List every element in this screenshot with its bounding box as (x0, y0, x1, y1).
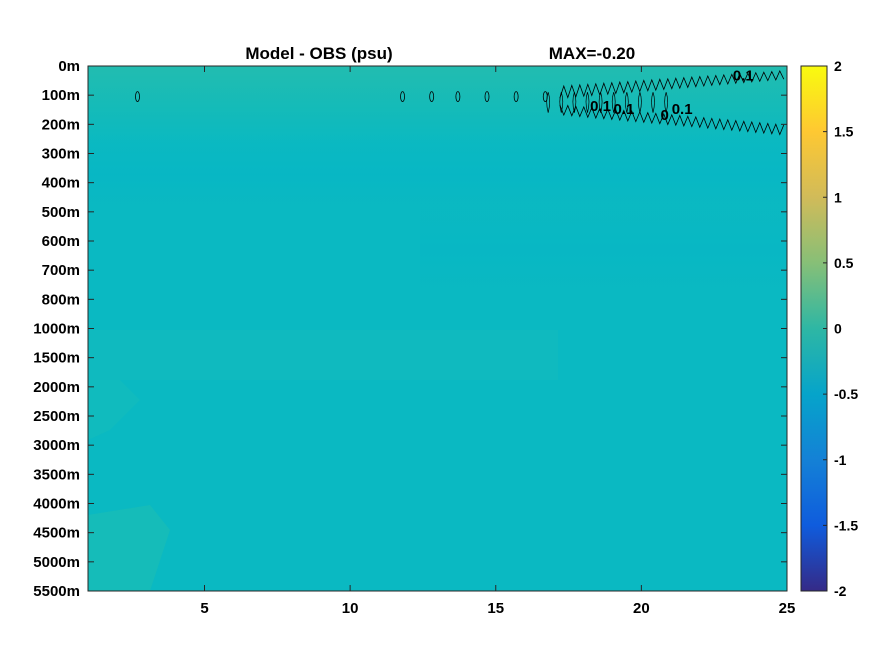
contour-lines (135, 70, 785, 136)
deep-left-patch (88, 380, 140, 440)
contour-label: 0.1 (613, 101, 634, 118)
contour-label: 0.1 (733, 68, 754, 85)
colorbar-tick-label: 0.5 (834, 255, 854, 271)
contour-squiggle (664, 92, 668, 113)
contour-label: 0.1 (672, 101, 693, 118)
contour-loop (135, 91, 140, 103)
contour-squiggle (572, 92, 577, 113)
colorbar-tick-label: 2 (834, 58, 842, 74)
contour-squiggle (585, 92, 590, 113)
contour-squiggle (651, 92, 655, 113)
colorbar-tick-label: -1.5 (834, 517, 858, 533)
contour-label: 0 (661, 107, 669, 124)
contour-loop (429, 91, 435, 103)
y-tick-label: 2000m (33, 379, 80, 396)
contour-line-upper (559, 70, 785, 99)
bottom-left-patch (88, 505, 170, 591)
contour-squiggle (624, 92, 629, 113)
middle-band (420, 190, 787, 310)
contour-squiggle (559, 92, 564, 113)
chart-title: Model - OBS (psu) (245, 44, 392, 63)
contour-loop (455, 91, 461, 103)
y-tick-label: 4000m (33, 496, 80, 513)
colorbar-tick-label: -2 (834, 583, 847, 599)
contour-squiggle (611, 92, 616, 113)
y-tick-label: 200m (42, 116, 80, 133)
x-tick-label: 15 (487, 600, 504, 617)
mid-depth-band (88, 330, 558, 380)
contour-label: 0.1 (590, 98, 611, 115)
y-tick-label: 0m (58, 58, 80, 75)
contour-line-lower (559, 104, 785, 136)
contour-loop (513, 91, 519, 103)
y-tick-label: 2500m (33, 408, 80, 425)
colorbar-ticks: 2 1.5 1 0.5 0 -0.5 -1 -1.5 -2 (823, 58, 858, 599)
y-tick-label: 800m (42, 291, 80, 308)
x-axis: 5 10 15 20 25 (200, 66, 795, 617)
contour-loop (400, 91, 405, 103)
y-axis: 0m 100m 200m 300m 400m 500m 600m 700m 800m 1000m 1… (33, 58, 787, 600)
y-tick-label: 600m (42, 233, 80, 250)
y-tick-label: 1500m (33, 350, 80, 367)
y-tick-label: 100m (42, 87, 80, 104)
colorbar-tick-label: -1 (834, 452, 847, 468)
x-tick-label: 20 (633, 600, 650, 617)
contour-squiggle (598, 92, 603, 113)
contour-labels: 0.10.1 0.1 0.10 (590, 68, 754, 124)
x-tick-label: 25 (779, 600, 796, 617)
colorbar-tick-label: 1 (834, 189, 842, 205)
y-tick-label: 400m (42, 175, 80, 192)
x-tick-label: 5 (200, 600, 208, 617)
y-tick-label: 3000m (33, 437, 80, 454)
y-tick-label: 4500m (33, 525, 80, 542)
colorbar-tick-label: 0 (834, 321, 842, 337)
colorbar-tick-label: 1.5 (834, 124, 854, 140)
contour-squiggle (638, 92, 642, 113)
y-tick-label: 1000m (33, 321, 80, 338)
y-tick-label: 700m (42, 262, 80, 279)
x-tick-label: 10 (342, 600, 359, 617)
y-tick-label: 3500m (33, 466, 80, 483)
max-label: MAX=-0.20 (549, 44, 635, 63)
colorbar-tick-label: -0.5 (834, 386, 858, 402)
colorbar (800, 65, 828, 592)
y-tick-label: 5000m (33, 554, 80, 571)
y-tick-label: 5500m (33, 583, 80, 600)
y-tick-label: 500m (42, 204, 80, 221)
y-tick-label: 300m (42, 146, 80, 163)
contour-squiggle (546, 92, 551, 113)
contour-loop (484, 91, 490, 103)
heatmap-field: 0.10.1 0.1 0.10 (88, 66, 787, 591)
